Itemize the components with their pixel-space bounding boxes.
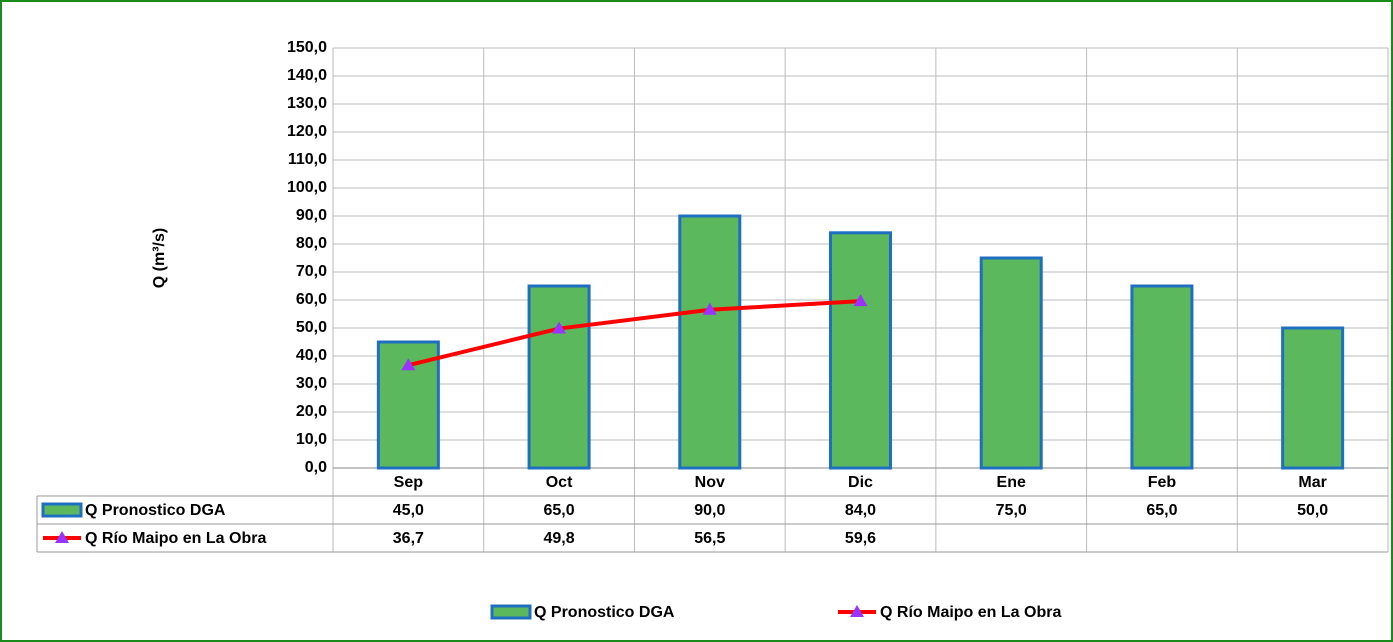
y-tick-label: 20,0 xyxy=(296,403,327,420)
bar xyxy=(1281,326,1345,470)
y-tick-label: 40,0 xyxy=(296,347,327,364)
x-tick-label: Mar xyxy=(1298,474,1326,491)
y-tick-label: 120,0 xyxy=(287,123,327,140)
legend-label: Q Río Maipo en La Obra xyxy=(880,604,1061,621)
bar xyxy=(979,256,1043,470)
y-tick-label: 130,0 xyxy=(287,95,327,112)
table-value: 65,0 xyxy=(1146,502,1177,519)
y-tick-label: 0,0 xyxy=(305,459,327,476)
table-value: 59,6 xyxy=(845,530,876,547)
y-tick-label: 140,0 xyxy=(287,67,327,84)
table-row-label: Q Río Maipo en La Obra xyxy=(85,530,266,547)
table-row-label: Q Pronostico DGA xyxy=(85,502,226,519)
y-tick-label: 10,0 xyxy=(296,431,327,448)
legend-marker xyxy=(55,531,69,543)
table-value: 49,8 xyxy=(544,530,575,547)
table-value: 45,0 xyxy=(393,502,424,519)
y-tick-label: 50,0 xyxy=(296,319,327,336)
x-tick-label: Oct xyxy=(546,474,573,491)
legend-swatch xyxy=(41,502,83,518)
x-tick-label: Sep xyxy=(394,474,424,491)
legend-marker xyxy=(850,605,864,617)
bar xyxy=(829,231,892,470)
y-tick-label: 110,0 xyxy=(288,151,327,168)
legend-label: Q Pronostico DGA xyxy=(534,604,675,621)
table-value: 56,5 xyxy=(694,530,725,547)
y-tick-label: 60,0 xyxy=(296,291,327,308)
y-tick-label: 70,0 xyxy=(296,263,327,280)
table-value: 84,0 xyxy=(845,502,876,519)
legend-swatch xyxy=(490,604,532,620)
table-value: 65,0 xyxy=(544,502,575,519)
y-axis-label: Q (m³/s) xyxy=(151,228,168,288)
x-tick-label: Dic xyxy=(848,474,873,491)
y-tick-label: 30,0 xyxy=(296,375,327,392)
table-value: 50,0 xyxy=(1297,502,1328,519)
marker xyxy=(401,358,416,371)
y-tick-label: 150,0 xyxy=(287,39,327,56)
bar xyxy=(678,214,742,470)
marker xyxy=(702,302,717,315)
table-value: 75,0 xyxy=(996,502,1027,519)
x-tick-label: Ene xyxy=(997,474,1026,491)
x-tick-label: Nov xyxy=(695,474,725,491)
marker xyxy=(552,321,567,334)
table-value: 90,0 xyxy=(694,502,725,519)
marker xyxy=(853,294,868,307)
y-tick-label: 100,0 xyxy=(287,179,327,196)
bar xyxy=(1130,284,1194,470)
bar xyxy=(527,284,591,470)
table-value: 36,7 xyxy=(393,530,424,547)
line xyxy=(407,299,861,368)
y-tick-label: 90,0 xyxy=(296,207,327,224)
y-tick-label: 80,0 xyxy=(296,235,327,252)
x-tick-label: Feb xyxy=(1148,474,1177,491)
